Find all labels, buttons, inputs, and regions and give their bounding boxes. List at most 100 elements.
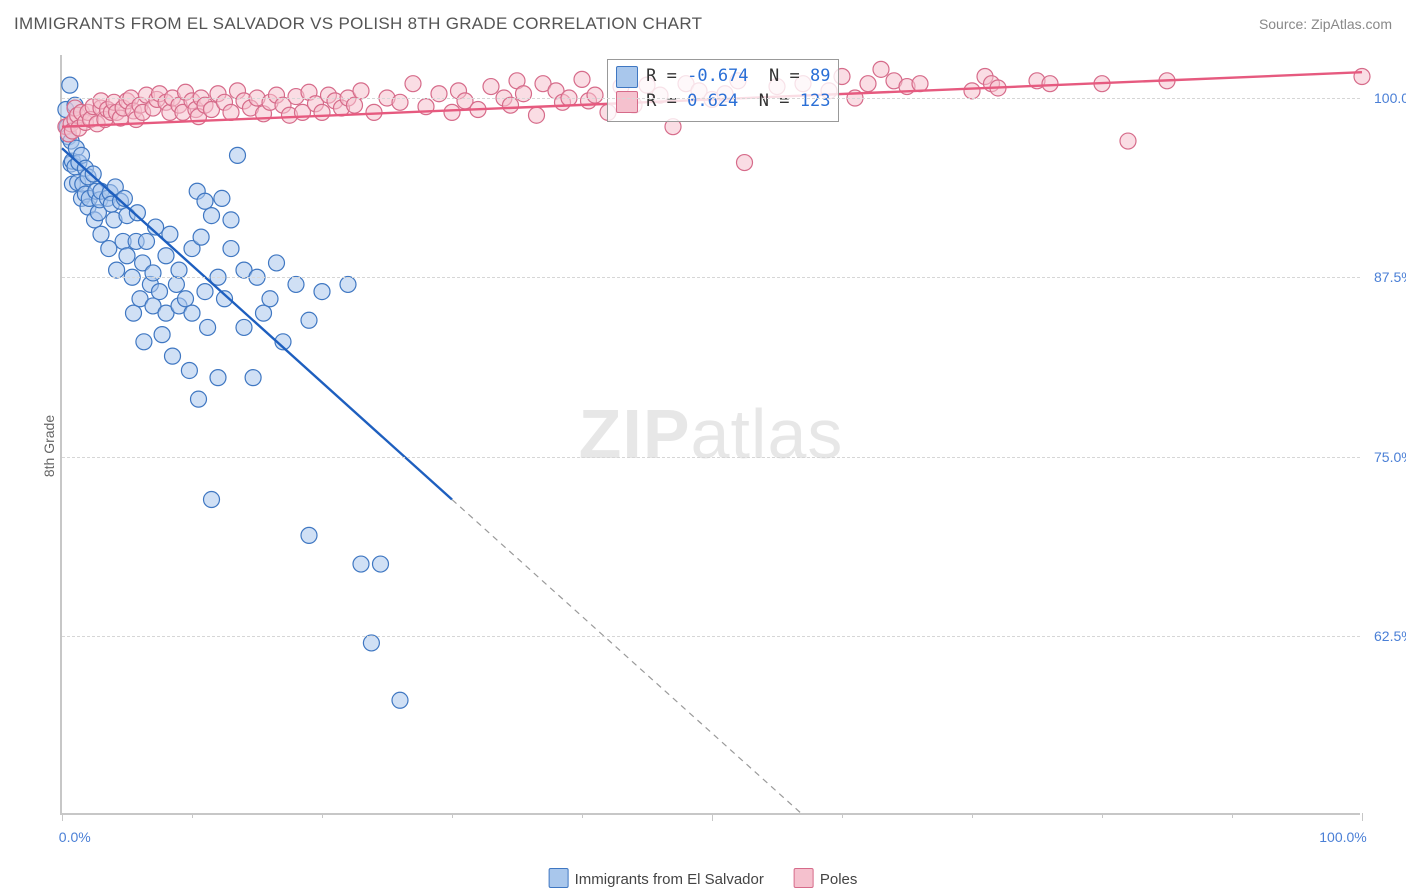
stats-text: R = 0.624 N = 123	[646, 89, 830, 115]
scatter-point-el_salvador	[129, 205, 145, 221]
x-tick-major	[62, 813, 63, 821]
legend-bottom: Immigrants from El Salvador Poles	[549, 868, 858, 888]
x-tick-minor	[1102, 813, 1103, 818]
scatter-point-el_salvador	[363, 635, 379, 651]
plot-container: ZIPatlas R = -0.674 N = 89R = 0.624 N = …	[60, 55, 1360, 815]
scatter-point-poles	[483, 79, 499, 95]
legend-item-poles: Poles	[794, 868, 858, 888]
y-gridline	[62, 636, 1360, 637]
scatter-point-el_salvador	[197, 284, 213, 300]
scatter-point-el_salvador	[152, 284, 168, 300]
scatter-point-poles	[1354, 69, 1370, 85]
y-tick-label: 62.5%	[1366, 628, 1406, 644]
scatter-point-el_salvador	[214, 190, 230, 206]
scatter-point-el_salvador	[262, 291, 278, 307]
scatter-point-poles	[347, 97, 363, 113]
scatter-point-el_salvador	[256, 305, 272, 321]
source-prefix: Source:	[1259, 16, 1311, 32]
legend-label-poles: Poles	[820, 871, 858, 888]
y-tick-label: 87.5%	[1366, 269, 1406, 285]
scatter-point-poles	[574, 71, 590, 87]
scatter-point-el_salvador	[210, 370, 226, 386]
legend-label-el-salvador: Immigrants from El Salvador	[575, 871, 764, 888]
scatter-point-poles	[1120, 133, 1136, 149]
scatter-point-el_salvador	[197, 193, 213, 209]
stats-swatch-icon	[616, 66, 638, 88]
legend-swatch-pink	[794, 868, 814, 888]
scatter-point-poles	[516, 86, 532, 102]
scatter-point-el_salvador	[184, 305, 200, 321]
scatter-point-el_salvador	[288, 276, 304, 292]
scatter-point-poles	[1042, 76, 1058, 92]
scatter-point-el_salvador	[230, 147, 246, 163]
scatter-point-el_salvador	[101, 241, 117, 257]
x-tick-minor	[192, 813, 193, 818]
chart-header: IMMIGRANTS FROM EL SALVADOR VS POLISH 8T…	[0, 0, 1406, 48]
scatter-point-poles	[529, 107, 545, 123]
trend-line-extension-el_salvador	[452, 500, 803, 815]
scatter-point-poles	[873, 61, 889, 77]
y-gridline	[62, 98, 1360, 99]
scatter-point-el_salvador	[223, 241, 239, 257]
x-tick-minor	[452, 813, 453, 818]
scatter-point-el_salvador	[223, 212, 239, 228]
y-tick-label: 75.0%	[1366, 449, 1406, 465]
scatter-point-el_salvador	[301, 312, 317, 328]
y-gridline	[62, 277, 1360, 278]
x-tick-label: 0.0%	[59, 829, 91, 845]
scatter-point-poles	[860, 76, 876, 92]
scatter-point-el_salvador	[178, 291, 194, 307]
scatter-point-el_salvador	[154, 327, 170, 343]
scatter-point-el_salvador	[245, 370, 261, 386]
stats-row: R = 0.624 N = 123	[616, 89, 830, 115]
x-tick-label: 100.0%	[1319, 829, 1366, 845]
scatter-point-el_salvador	[269, 255, 285, 271]
scatter-point-el_salvador	[158, 248, 174, 264]
x-tick-major	[1362, 813, 1363, 821]
stats-swatch-icon	[616, 91, 638, 113]
x-tick-minor	[1232, 813, 1233, 818]
y-axis-title: 8th Grade	[41, 415, 57, 477]
scatter-point-el_salvador	[301, 527, 317, 543]
scatter-point-el_salvador	[171, 262, 187, 278]
scatter-point-el_salvador	[93, 226, 109, 242]
chart-title: IMMIGRANTS FROM EL SALVADOR VS POLISH 8T…	[14, 14, 702, 34]
trend-line-el_salvador	[62, 148, 452, 499]
scatter-point-el_salvador	[119, 248, 135, 264]
y-tick-label: 100.0%	[1366, 90, 1406, 106]
x-tick-major	[712, 813, 713, 821]
x-tick-minor	[972, 813, 973, 818]
scatter-point-el_salvador	[165, 348, 181, 364]
scatter-point-el_salvador	[193, 229, 209, 245]
scatter-point-poles	[737, 155, 753, 171]
source-name: ZipAtlas.com	[1311, 16, 1392, 32]
scatter-point-el_salvador	[353, 556, 369, 572]
stats-legend-box: R = -0.674 N = 89R = 0.624 N = 123	[607, 59, 839, 122]
source-attribution: Source: ZipAtlas.com	[1259, 16, 1392, 32]
stats-row: R = -0.674 N = 89	[616, 64, 830, 90]
scatter-point-poles	[353, 83, 369, 99]
scatter-point-el_salvador	[168, 276, 184, 292]
scatter-point-poles	[392, 94, 408, 110]
scatter-point-poles	[431, 86, 447, 102]
scatter-point-el_salvador	[236, 319, 252, 335]
scatter-point-el_salvador	[204, 208, 220, 224]
scatter-point-el_salvador	[373, 556, 389, 572]
scatter-point-poles	[444, 104, 460, 120]
stats-text: R = -0.674 N = 89	[646, 64, 830, 90]
scatter-point-el_salvador	[136, 334, 152, 350]
scatter-point-poles	[314, 104, 330, 120]
legend-swatch-blue	[549, 868, 569, 888]
scatter-point-el_salvador	[181, 362, 197, 378]
scatter-point-poles	[503, 97, 519, 113]
scatter-point-poles	[223, 104, 239, 120]
scatter-point-el_salvador	[62, 77, 78, 93]
chart-svg	[62, 55, 1360, 813]
legend-item-el-salvador: Immigrants from El Salvador	[549, 868, 764, 888]
scatter-point-poles	[964, 83, 980, 99]
scatter-point-poles	[587, 87, 603, 103]
y-gridline	[62, 457, 1360, 458]
scatter-point-el_salvador	[139, 233, 155, 249]
scatter-point-poles	[405, 76, 421, 92]
x-tick-minor	[322, 813, 323, 818]
